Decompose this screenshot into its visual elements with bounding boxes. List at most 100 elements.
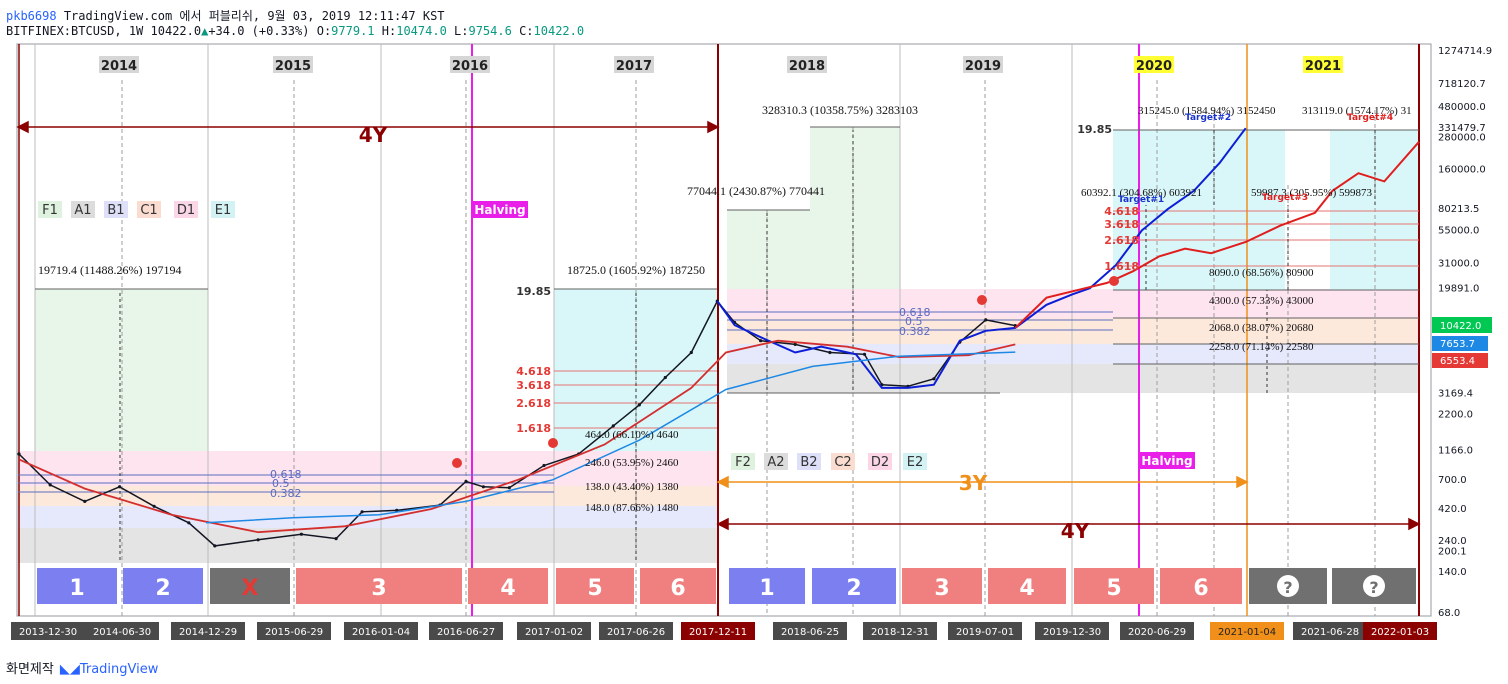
price-tick-14: 2200.0 bbox=[1438, 409, 1473, 420]
date-tag-1 bbox=[85, 622, 159, 640]
date-axis[interactable]: 2013-12-30 2014-06-30 2014-12-29 2015-06-29… bbox=[11, 622, 1437, 640]
cycle1-box-6: 6 bbox=[670, 576, 685, 601]
series-projection-blue bbox=[716, 127, 1247, 389]
series-price-line bbox=[18, 299, 1016, 547]
target-3: Target#3 bbox=[1262, 193, 1308, 203]
series-ma-blue bbox=[206, 351, 1016, 524]
date-tick-1: 2014-06-30 bbox=[93, 627, 151, 638]
date-tick-5: 2016-06-27 bbox=[437, 627, 495, 638]
series-price-line-point-27 bbox=[862, 352, 867, 356]
measure-10: 4300.0 (57.33%) 43000 bbox=[1209, 295, 1314, 307]
series-price-line-point-20 bbox=[663, 375, 667, 380]
close-value: 10422.0 bbox=[533, 24, 585, 38]
price-tick-19: 200.1 bbox=[1438, 546, 1467, 557]
halving-tag-2016 bbox=[472, 201, 528, 218]
price-tick-20: 140.0 bbox=[1438, 567, 1467, 578]
measure-16: 148.0 (87.66%) 1480 bbox=[585, 502, 679, 514]
cycle2-box-q1: ? bbox=[1283, 578, 1292, 597]
series-price-line-point-9 bbox=[334, 537, 338, 541]
cycle2-box-q2: ? bbox=[1369, 578, 1378, 597]
marker-2017 bbox=[548, 438, 558, 448]
fib1-3618: 3.618 bbox=[516, 379, 551, 392]
price-tick-0: 1274714.9 bbox=[1438, 46, 1492, 57]
series-price-line-point-16 bbox=[542, 463, 546, 468]
price-axis[interactable]: 1274714.9 718120.7 480000.0 331479.7280000.… bbox=[1438, 46, 1492, 619]
date-tick-4: 2016-01-04 bbox=[352, 627, 410, 638]
date-tag-4 bbox=[344, 622, 418, 640]
date-tick-7: 2017-06-26 bbox=[607, 627, 665, 638]
measure-texts: 19719.4 (11488.26%) 197194 18725.0 (1605… bbox=[38, 103, 1412, 514]
halving-tag-2020 bbox=[1139, 452, 1195, 469]
date-tag-0 bbox=[11, 622, 85, 640]
cycle2-box-4: 4 bbox=[1019, 576, 1034, 601]
ma-red-tag bbox=[1432, 353, 1488, 368]
measure-4: 328310.3 (10358.75%) 3283103 bbox=[762, 103, 918, 117]
series-projection-red bbox=[1014, 141, 1420, 329]
measure-3: 77044.1 (2430.87%) 770441 bbox=[687, 184, 825, 198]
date-tag-15 bbox=[1293, 622, 1367, 640]
series-price-line-point-26 bbox=[828, 350, 832, 355]
year-label-2020: 2020 bbox=[1136, 59, 1172, 74]
fib2-2618: 2.618 bbox=[1104, 234, 1139, 247]
fib-labels-2: 4.618 3.618 2.618 1.618 bbox=[1104, 205, 1139, 273]
date-tick-11: 2019-07-01 bbox=[956, 627, 1014, 638]
year-label-2014: 2014 bbox=[101, 59, 137, 74]
username-link[interactable]: pkb6698 bbox=[6, 9, 57, 23]
price-tick-21: 68.0 bbox=[1438, 608, 1460, 619]
year-label-2018: 2018 bbox=[789, 59, 825, 74]
legend-d1: D1 bbox=[177, 203, 195, 218]
ret2-0382: 0.382 bbox=[899, 325, 931, 338]
price-tick-5: 160000.0 bbox=[1438, 165, 1486, 176]
zone-target-a bbox=[1113, 130, 1285, 290]
series-price-line-point-10 bbox=[360, 510, 364, 514]
marker-2016 bbox=[452, 458, 462, 468]
measure-5: 315245.0 (1584.94%) 3152450 bbox=[1138, 105, 1276, 117]
cycle2-box-3: 3 bbox=[934, 576, 949, 601]
series-price-line-point-32 bbox=[984, 318, 988, 322]
fib-labels-1: 4.618 3.618 2.618 1.618 bbox=[516, 365, 551, 435]
fib1-top: 19.85 bbox=[516, 285, 551, 298]
tradingview-logo-icon[interactable]: ◣◢ bbox=[59, 662, 80, 677]
four-year-label-1: 4Y bbox=[359, 123, 388, 147]
fib1-1618: 1.618 bbox=[516, 422, 551, 435]
cycle-markers bbox=[452, 276, 1119, 468]
close-label: C: bbox=[519, 24, 534, 38]
price-tick-9: 19891.0 bbox=[1438, 284, 1479, 295]
price-tick-13: 3169.4 bbox=[1438, 389, 1473, 400]
measure-9: 8090.0 (68.56%) 80900 bbox=[1209, 267, 1314, 279]
low-label: L: bbox=[454, 24, 469, 38]
up-arrow-icon: ▲ bbox=[201, 24, 209, 38]
measure-14: 246.0 (53.95%) 2460 bbox=[585, 457, 679, 469]
ma-blue-tag bbox=[1432, 336, 1488, 351]
publish-info: TradingView.com 에서 퍼블리쉬, 9월 03, 2019 12:… bbox=[63, 9, 445, 23]
series-price-line-point-3 bbox=[117, 485, 122, 489]
low-value: 9754.6 bbox=[468, 24, 512, 38]
date-tag-16 bbox=[1363, 622, 1437, 640]
price-tick-6: 80213.5 bbox=[1438, 204, 1479, 215]
date-tick-16: 2022-01-03 bbox=[1371, 627, 1429, 638]
series-price-line-point-5 bbox=[187, 521, 191, 525]
last-price: 10422.0 bbox=[150, 24, 202, 38]
fib1-4618: 4.618 bbox=[516, 365, 551, 378]
measure-12: 2258.0 (71.14%) 22580 bbox=[1209, 341, 1314, 353]
series-price-line-point-21 bbox=[689, 350, 693, 355]
tradingview-brand[interactable]: TradingView bbox=[79, 662, 159, 677]
measure-6: 313119.0 (1574.17%) 31 bbox=[1302, 105, 1412, 117]
series-price-line-point-7 bbox=[256, 538, 260, 542]
zone-a-band-2 bbox=[727, 364, 1419, 393]
four-year-arrow-1 bbox=[16, 120, 720, 134]
cycle-2-boxes: 1 2 3 4 5 6 ? ? bbox=[729, 568, 1416, 604]
symbol: BITFINEX:BTCUSD, 1W bbox=[6, 24, 144, 38]
series-ma-red bbox=[18, 339, 1016, 534]
price-change: +34.0 (+0.33%) bbox=[208, 24, 310, 38]
retracement-lines bbox=[18, 311, 1113, 493]
measure-7: 60392.1 (304.68%) 603921 bbox=[1081, 187, 1202, 199]
target-2: Target#2 bbox=[1185, 113, 1231, 123]
series-price-line-point-15 bbox=[507, 486, 511, 490]
series-price-line-point-1 bbox=[48, 483, 52, 487]
year-label-2015: 2015 bbox=[275, 59, 311, 74]
year-label-2016: 2016 bbox=[452, 59, 488, 74]
date-tick-6: 2017-01-02 bbox=[525, 627, 583, 638]
series-price-line-point-18 bbox=[611, 424, 615, 428]
